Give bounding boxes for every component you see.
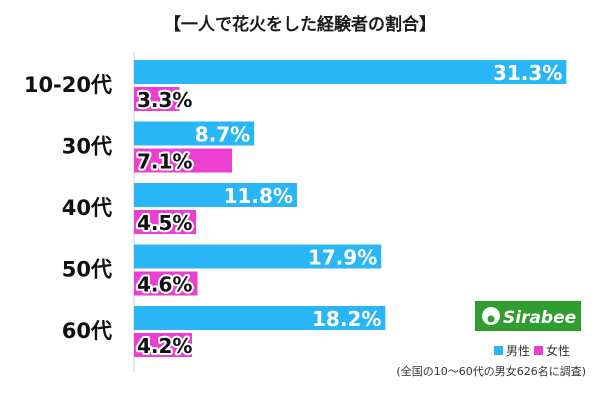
bar-female [134,87,180,111]
category-label: 40代 [62,196,112,220]
bar-female [134,210,197,234]
bar-male [134,306,386,330]
value-label-female: 4.2% [137,334,192,358]
chart-title: 【一人で花火をした経験者の割合】 [164,14,436,35]
bar-female [134,333,193,357]
value-label-male: 11.8% [224,184,293,208]
value-label-female: 7.1% [137,150,192,174]
legend-swatch-male [494,346,503,355]
category-label: 50代 [62,258,112,282]
value-label-male: 18.2% [312,307,381,331]
bar-male [134,183,297,207]
value-label-female: 3.3% [137,88,192,112]
bar-female [134,148,233,173]
legend-swatch-female [534,346,543,355]
value-label-male: 17.9% [308,246,377,270]
legend-label-male: 男性 [506,344,530,358]
legend-label-female: 女性 [546,343,570,358]
legend: 男性 女性 [494,343,570,358]
bar-male [134,121,255,146]
logo-icon-inner [487,315,495,323]
bar-male [134,60,567,84]
labels-layer: 10-20代 31.3% 3.3% 30代 8.7%7.1% 40代 11.8% 4.5% 50… [24,61,563,360]
survey-note: (全国の10～60代の男女626名に調査) [396,364,586,378]
value-label-female: 4.6% [137,273,192,297]
category-label: 60代 [62,319,112,343]
bar-female [134,271,198,296]
sirabee-logo: Sirabee [475,301,581,331]
value-label-male: 31.3% [493,61,562,85]
category-label: 10-20代 [24,73,112,97]
logo-text: Sirabee [503,308,576,328]
value-label-male: 8.7% [195,123,250,147]
category-label: 30代 [62,135,112,159]
bar-male [134,244,382,269]
bars-layer [134,60,567,357]
value-label-female: 4.5% [137,211,192,235]
